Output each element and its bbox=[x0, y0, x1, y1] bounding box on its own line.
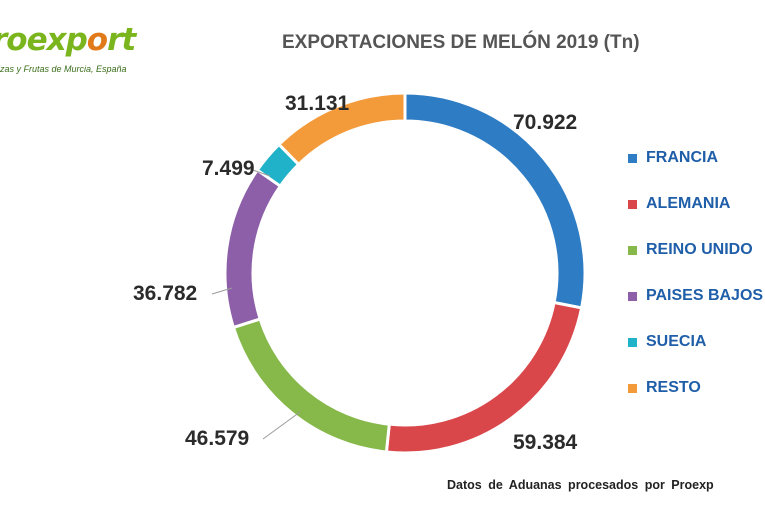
donut-slice-resto bbox=[276, 91, 407, 167]
donut-slice-reino-unido bbox=[231, 317, 391, 454]
legend-item: RESTO bbox=[628, 379, 763, 425]
logo-wordmark: roexport bbox=[0, 22, 136, 58]
data-label: 70.922 bbox=[513, 111, 577, 134]
legend-swatch bbox=[628, 154, 637, 163]
donut-slice-paises-bajos bbox=[223, 167, 283, 330]
data-label: 59.384 bbox=[513, 431, 578, 454]
legend-item: PAISES BAJOS bbox=[628, 287, 763, 333]
legend-item: SUECIA bbox=[628, 333, 763, 379]
legend-swatch bbox=[628, 338, 637, 347]
data-label: 31.131 bbox=[285, 92, 350, 115]
legend-label: ALEMANIA bbox=[646, 195, 731, 212]
legend-swatch bbox=[628, 292, 637, 301]
legend-label: FRANCIA bbox=[646, 149, 718, 166]
leader-line bbox=[211, 287, 233, 295]
proexport-logo: roexport lizas y Frutas de Murcia, Españ… bbox=[0, 22, 167, 82]
legend-item: ALEMANIA bbox=[628, 195, 763, 241]
logo-subtitle: lizas y Frutas de Murcia, España bbox=[0, 64, 127, 74]
legend-swatch bbox=[628, 246, 637, 255]
legend-swatch bbox=[628, 200, 637, 209]
chart-title: EXPORTACIONES DE MELÓN 2019 (Tn) bbox=[282, 32, 640, 53]
legend-label: REINO UNIDO bbox=[646, 241, 753, 258]
legend-label: PAISES BAJOS bbox=[646, 287, 764, 304]
legend-label: SUECIA bbox=[646, 333, 707, 350]
legend-item: REINO UNIDO bbox=[628, 241, 763, 287]
legend-item: FRANCIA bbox=[628, 149, 763, 195]
leader-line bbox=[262, 411, 301, 440]
legend-label: RESTO bbox=[646, 379, 701, 396]
source-note: Datos de Aduanas procesados por Proexp bbox=[447, 478, 714, 492]
legend-swatch bbox=[628, 384, 637, 393]
leader-line bbox=[246, 167, 271, 177]
data-label: 36.782 bbox=[133, 282, 197, 305]
chart-legend: FRANCIA ALEMANIA REINO UNIDO PAISES BAJOS SU… bbox=[628, 149, 763, 425]
data-label: 7.499 bbox=[202, 157, 255, 180]
data-label: 46.579 bbox=[185, 427, 249, 450]
